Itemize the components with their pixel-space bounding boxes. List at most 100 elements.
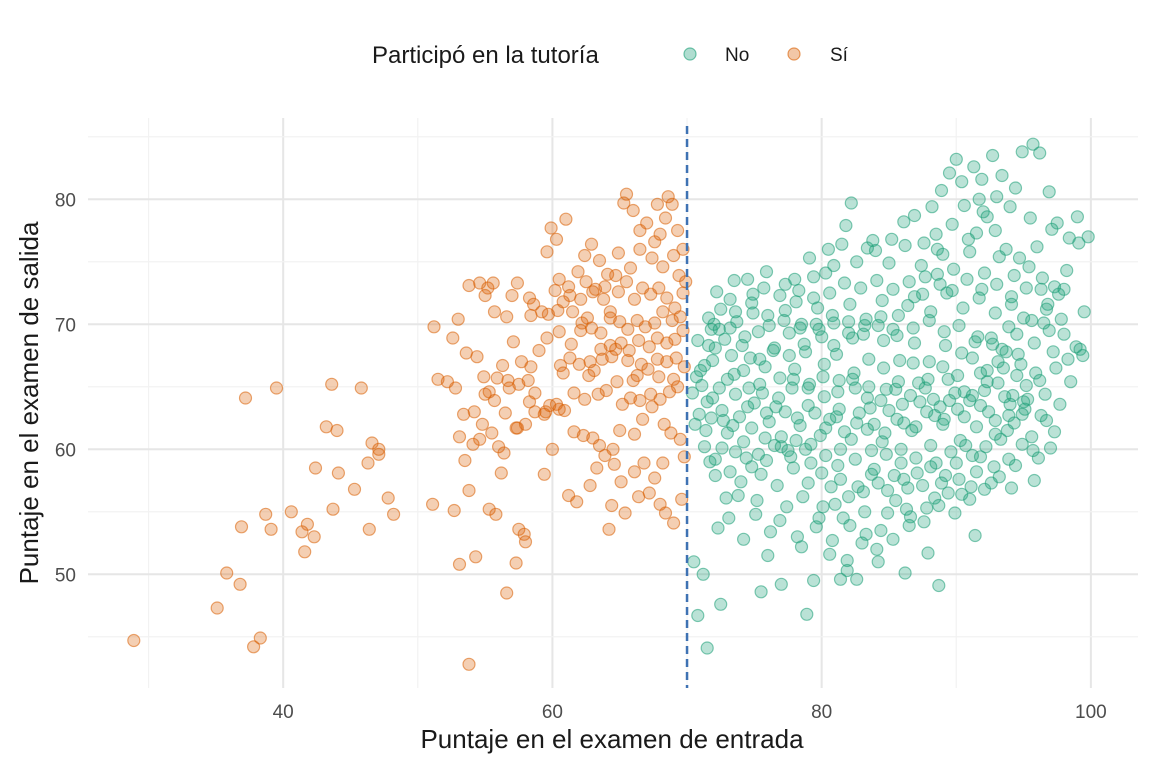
- data-point: [664, 426, 678, 440]
- data-point: [269, 381, 284, 395]
- data-point: [699, 423, 713, 438]
- data-point: [614, 475, 628, 489]
- data-point: [220, 566, 234, 580]
- data-point: [866, 233, 880, 248]
- data-point: [582, 368, 596, 383]
- data-point: [948, 506, 962, 520]
- data-point: [930, 267, 945, 281]
- data-point: [797, 337, 811, 351]
- data-point: [1006, 388, 1020, 403]
- data-point: [784, 450, 798, 464]
- data-point: [867, 417, 881, 431]
- data-point: [901, 481, 915, 495]
- data-point: [975, 282, 989, 296]
- data-point: [633, 242, 647, 256]
- data-point: [584, 237, 599, 251]
- data-point: [747, 396, 761, 410]
- data-point: [738, 330, 752, 344]
- data-point: [462, 278, 476, 293]
- data-point: [773, 513, 787, 528]
- data-point: [722, 511, 736, 525]
- data-point: [724, 348, 739, 363]
- data-point: [1030, 240, 1044, 254]
- data-point: [626, 203, 640, 218]
- data-point: [372, 442, 386, 456]
- data-point: [640, 216, 654, 230]
- data-point: [361, 456, 375, 470]
- data-point: [607, 457, 621, 471]
- data-point: [845, 372, 860, 386]
- data-point: [856, 485, 871, 499]
- data-point: [489, 507, 503, 521]
- data-point: [759, 265, 774, 279]
- data-point: [447, 503, 461, 518]
- data-point: [898, 238, 912, 253]
- data-point: [932, 578, 946, 593]
- data-point: [913, 395, 927, 409]
- data-point: [1035, 271, 1050, 285]
- data-point: [599, 383, 613, 398]
- data-point: [770, 478, 784, 493]
- data-point: [762, 415, 776, 429]
- data-point: [518, 535, 533, 549]
- x-axis-ticks: 40 60 80 100: [273, 702, 1107, 723]
- data-point: [922, 355, 936, 369]
- data-point: [627, 292, 642, 306]
- data-point: [478, 288, 492, 303]
- data-point: [917, 236, 931, 250]
- data-point: [627, 427, 642, 441]
- data-point: [1041, 297, 1055, 311]
- data-point: [705, 391, 720, 405]
- data-point: [844, 196, 858, 210]
- data-point: [850, 416, 864, 430]
- data-point: [673, 432, 687, 446]
- data-point: [944, 445, 958, 459]
- data-point: [984, 476, 998, 490]
- data-point: [918, 270, 932, 284]
- data-point: [528, 386, 542, 400]
- data-point: [708, 468, 722, 483]
- data-point: [771, 391, 786, 405]
- data-point: [806, 573, 821, 588]
- data-point: [828, 497, 842, 511]
- data-point: [426, 497, 440, 511]
- data-point: [740, 400, 755, 414]
- data-point: [933, 277, 947, 291]
- data-point: [1002, 408, 1016, 423]
- data-point: [960, 272, 974, 286]
- data-point: [907, 336, 922, 350]
- data-point: [451, 312, 465, 326]
- data-point: [824, 480, 838, 494]
- data-point: [656, 456, 670, 470]
- data-point: [1070, 210, 1085, 224]
- data-point: [574, 292, 588, 306]
- data-point: [973, 450, 988, 464]
- data-point: [934, 476, 949, 490]
- data-point: [1077, 305, 1091, 319]
- series-si: [127, 187, 693, 671]
- data-point: [755, 386, 770, 400]
- data-point: [941, 486, 955, 500]
- data-point: [300, 517, 314, 531]
- data-point: [623, 261, 638, 275]
- legend-label-no: No: [725, 45, 749, 66]
- data-point: [855, 536, 869, 550]
- data-point: [963, 245, 977, 259]
- data-point: [1016, 311, 1031, 325]
- data-point: [819, 266, 833, 280]
- data-point: [506, 335, 521, 349]
- data-point: [578, 248, 592, 263]
- data-point: [890, 328, 904, 343]
- data-point: [800, 607, 814, 621]
- data-point: [307, 530, 321, 544]
- data-point: [761, 308, 775, 323]
- data-point: [564, 337, 578, 351]
- data-point: [645, 400, 659, 414]
- data-point: [860, 391, 875, 405]
- data-point: [528, 405, 542, 419]
- data-point: [583, 478, 597, 493]
- data-point: [1076, 348, 1090, 363]
- series-no: [685, 137, 1095, 655]
- data-point: [891, 308, 906, 323]
